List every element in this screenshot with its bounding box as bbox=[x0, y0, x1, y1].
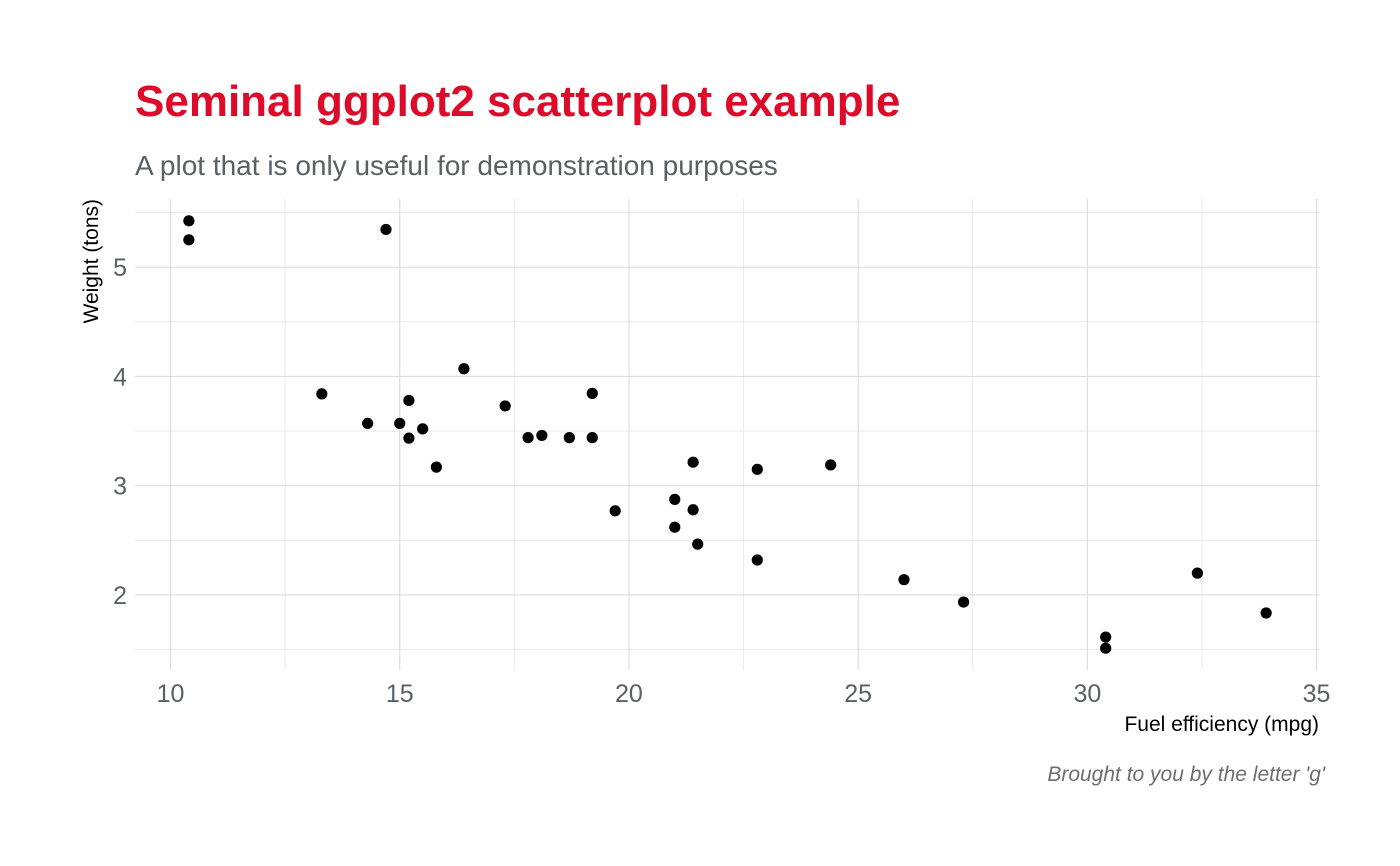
data-point bbox=[669, 521, 681, 533]
data-point bbox=[957, 596, 970, 608]
data-point bbox=[609, 505, 621, 517]
data-point bbox=[586, 432, 598, 444]
data-point bbox=[692, 538, 704, 550]
chart-title: Seminal ggplot2 scatterplot example bbox=[135, 77, 900, 126]
data-points bbox=[183, 215, 1272, 654]
x-tick-label: 10 bbox=[157, 680, 185, 708]
data-point bbox=[417, 423, 429, 435]
data-point bbox=[183, 234, 195, 246]
y-axis-title: Weight (tons) bbox=[80, 199, 103, 324]
data-point bbox=[1100, 631, 1112, 643]
y-tick-label: 2 bbox=[113, 582, 127, 610]
x-tick-label: 20 bbox=[615, 680, 643, 708]
data-point bbox=[687, 456, 699, 468]
x-axis-title: Fuel efficiency (mpg) bbox=[1124, 713, 1319, 736]
data-point bbox=[403, 394, 415, 407]
x-tick-label: 30 bbox=[1073, 680, 1101, 708]
data-point bbox=[316, 388, 328, 400]
data-point bbox=[536, 429, 548, 442]
data-point bbox=[183, 215, 195, 227]
data-point bbox=[1260, 607, 1272, 619]
data-point bbox=[1191, 567, 1203, 579]
data-point bbox=[751, 463, 763, 475]
y-axis-tick-labels: 2 3 4 5 bbox=[113, 254, 127, 610]
data-point bbox=[458, 363, 470, 375]
chart-subtitle: A plot that is only useful for demonstra… bbox=[135, 150, 778, 181]
x-tick-label: 35 bbox=[1303, 680, 1331, 708]
data-point bbox=[669, 493, 681, 505]
y-tick-label: 4 bbox=[113, 363, 127, 391]
y-tick-label: 5 bbox=[113, 254, 127, 282]
data-point bbox=[499, 400, 511, 412]
data-point bbox=[394, 417, 406, 430]
data-point bbox=[751, 554, 763, 566]
data-point bbox=[898, 574, 910, 586]
data-point bbox=[563, 432, 575, 444]
data-point bbox=[362, 417, 374, 430]
data-point bbox=[403, 432, 415, 444]
x-tick-label: 25 bbox=[844, 680, 872, 708]
data-point bbox=[380, 223, 392, 236]
chart-caption: Brought to you by the letter 'g' bbox=[1047, 763, 1326, 786]
major-gridlines bbox=[135, 199, 1320, 670]
data-point bbox=[1100, 642, 1112, 654]
data-point bbox=[430, 461, 443, 473]
data-point bbox=[586, 387, 598, 399]
y-tick-label: 3 bbox=[113, 473, 127, 501]
x-tick-label: 15 bbox=[386, 680, 414, 708]
data-point bbox=[825, 459, 837, 471]
data-point bbox=[522, 432, 534, 444]
data-point bbox=[687, 504, 699, 516]
minor-gridlines bbox=[135, 199, 1320, 670]
x-axis-tick-labels: 10 15 20 25 30 35 bbox=[157, 680, 1331, 708]
